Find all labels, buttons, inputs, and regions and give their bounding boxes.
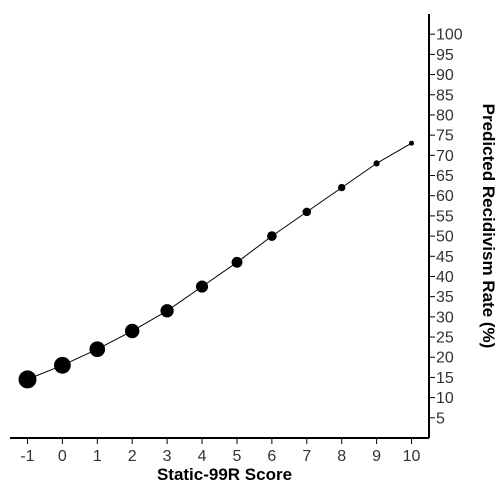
y-tick-label: 15 xyxy=(436,370,454,387)
y-tick-label: 50 xyxy=(436,229,454,246)
x-tick-label: 2 xyxy=(128,448,137,465)
x-tick-label: 0 xyxy=(58,448,67,465)
y-tick-label: 70 xyxy=(436,148,454,165)
data-point xyxy=(18,370,37,389)
y-tick-label: 40 xyxy=(436,269,454,286)
y-tick-label: 20 xyxy=(436,350,454,367)
y-tick-label: 85 xyxy=(436,87,454,104)
data-point xyxy=(267,231,277,241)
data-point xyxy=(54,356,71,374)
y-tick-label: 95 xyxy=(436,47,454,64)
y-tick-label: 10 xyxy=(436,390,454,407)
y-tick-label: 45 xyxy=(436,249,454,266)
x-tick-label: 9 xyxy=(372,448,381,465)
y-tick-label: 25 xyxy=(436,330,454,347)
y-tick-label: 65 xyxy=(436,168,454,185)
y-tick-label: 60 xyxy=(436,188,454,205)
x-tick-label: 4 xyxy=(198,448,207,465)
x-tick-label: 10 xyxy=(403,448,421,465)
data-point xyxy=(373,160,380,167)
series-line-layer xyxy=(27,142,412,380)
data-point xyxy=(302,207,312,217)
tick-labels-layer: -1 0 1 2 3 4 5 6 7 8 9 1051015202530354045505560657… xyxy=(20,27,462,465)
data-point xyxy=(89,341,106,358)
y-tick-label: 80 xyxy=(436,107,454,124)
y-tick-label: 55 xyxy=(436,208,454,225)
y-tick-label: 100 xyxy=(436,27,463,44)
x-tick-label: 8 xyxy=(337,448,346,465)
x-axis-title: Static-99R Score xyxy=(157,465,292,484)
data-point xyxy=(338,183,346,192)
data-point xyxy=(124,323,140,339)
y-axis-title: Predicted Recidivism Rate (%) xyxy=(479,104,498,349)
x-tick-label: 7 xyxy=(302,448,311,465)
x-tick-label: 3 xyxy=(163,448,172,465)
y-tick-label: 30 xyxy=(436,309,454,326)
y-tick-label: 35 xyxy=(436,289,454,306)
x-tick-label: -1 xyxy=(20,448,34,465)
data-point xyxy=(409,140,414,146)
x-tick-label: 6 xyxy=(267,448,276,465)
data-points-layer xyxy=(18,140,414,389)
series-line xyxy=(27,142,412,380)
axes-layer xyxy=(10,14,435,444)
data-point xyxy=(160,304,174,318)
y-tick-label: 5 xyxy=(436,410,445,427)
x-tick-label: 5 xyxy=(233,448,242,465)
x-tick-label: 1 xyxy=(93,448,102,465)
data-point xyxy=(195,280,209,293)
y-tick-label: 90 xyxy=(436,67,454,84)
y-tick-label: 75 xyxy=(436,128,454,145)
data-point xyxy=(231,256,243,268)
